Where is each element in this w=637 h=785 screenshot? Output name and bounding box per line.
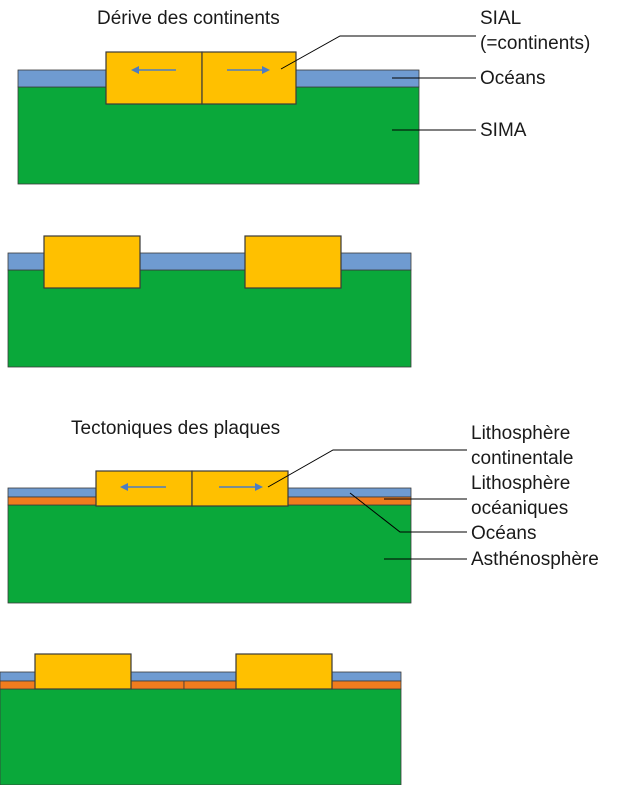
continent-right (201, 51, 297, 105)
label-sial-line2: (=continents) (480, 33, 591, 54)
label-oceanic-lithosphere-line1: Lithosphère (471, 473, 571, 494)
label-asthenosphere: Asthénosphère (471, 549, 599, 570)
drift-diagram-1 (17, 51, 420, 185)
asthenosphere-layer (0, 688, 402, 785)
label-continental-lithosphere-line1: Lithosphère (471, 423, 571, 444)
drift-diagram-2 (7, 235, 412, 368)
tectonics-diagram-1 (7, 470, 412, 604)
leader-oceans-tectonics (349, 492, 467, 533)
leader-sial (280, 35, 476, 70)
label-sial: SIAL (=continents) (480, 6, 590, 56)
tectonics-diagram-2 (0, 653, 402, 785)
asthenosphere-layer (7, 504, 412, 604)
label-oceans-drift: Océans (480, 68, 546, 89)
label-oceans-tectonics: Océans (471, 523, 537, 544)
continental-lithosphere-right (191, 470, 289, 507)
label-oceanic-lithosphere: Lithosphère océaniques (471, 471, 570, 521)
label-continental-lithosphere: Lithosphère continentale (471, 421, 573, 471)
leader-continental-lithosphere (267, 449, 467, 488)
continental-lithosphere-right (235, 653, 333, 690)
label-continental-lithosphere-line2: continentale (471, 448, 574, 469)
title-continental-drift: Dérive des continents (97, 8, 280, 29)
continent-right (244, 235, 342, 289)
label-sima: SIMA (480, 120, 527, 141)
label-sial-line1: SIAL (480, 8, 522, 29)
title-plate-tectonics: Tectoniques des plaques (71, 418, 281, 439)
continent-left (105, 51, 203, 105)
tectonics-leader-lines (267, 449, 467, 560)
continental-lithosphere-left (34, 653, 132, 690)
drift-leader-lines (280, 35, 476, 131)
continental-lithosphere-left (95, 470, 193, 507)
continent-left (43, 235, 141, 289)
label-oceanic-lithosphere-line2: océaniques (471, 498, 569, 519)
